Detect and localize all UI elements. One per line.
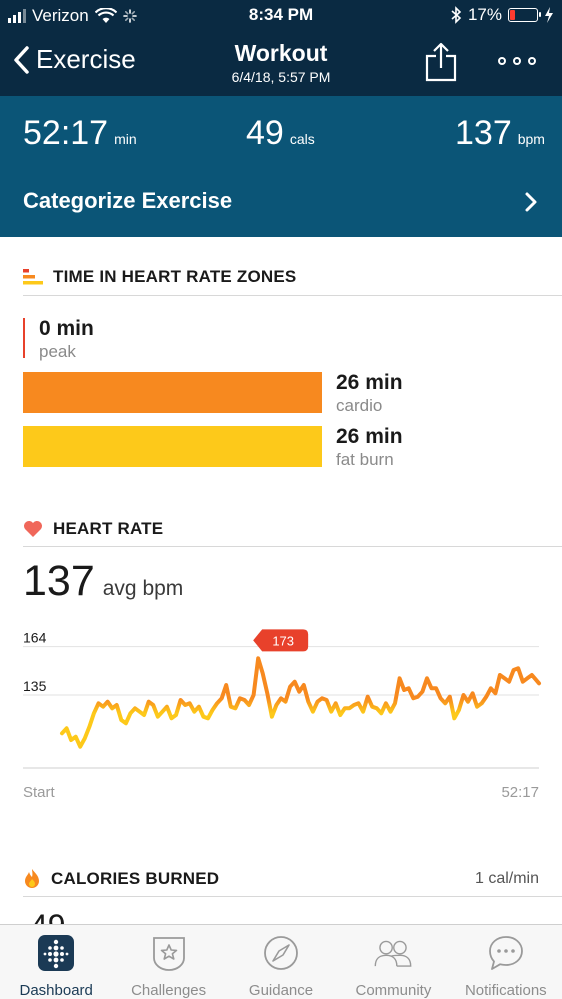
back-label: Exercise — [36, 44, 136, 74]
tab-community[interactable]: Community — [337, 925, 449, 999]
calories-unit: cals — [289, 131, 315, 147]
fat-burn-zone-value: 26 min — [336, 425, 403, 448]
heart-rate-series-line — [60, 656, 541, 749]
cardio-zone-label: 26 min cardio — [336, 371, 403, 416]
charging-bolt-icon — [545, 7, 553, 23]
duration-unit: min — [114, 131, 137, 147]
status-bar: Verizon 8:34 PM 17% — [0, 0, 562, 32]
tab-guidance[interactable]: Guidance — [225, 925, 337, 999]
zones-header: TIME IN HEART RATE ZONES — [23, 267, 296, 287]
carrier-label: Verizon — [32, 6, 89, 25]
tab-challenges-label: Challenges — [131, 982, 207, 999]
duration-stat: 52:17 min — [23, 114, 137, 153]
status-time: 8:34 PM — [248, 5, 314, 24]
calories-total-value: 49 — [30, 908, 66, 924]
battery-percent: 17% — [467, 5, 502, 24]
fat-burn-zone-name: fat burn — [336, 450, 394, 469]
heart-icon — [24, 521, 42, 537]
compass-icon — [264, 936, 298, 970]
chevron-right-icon[interactable] — [520, 189, 542, 215]
page-title: Workout — [234, 40, 328, 66]
share-icon[interactable] — [424, 42, 458, 82]
heart-rate-header: HEART RATE — [23, 519, 163, 539]
workout-summary: 52:17 min 49 cals 137 bpm Categorize Exe… — [0, 96, 562, 237]
avg-heart-rate-unit: avg bpm — [102, 577, 184, 600]
back-button[interactable]: Exercise — [12, 44, 136, 75]
tab-challenges[interactable]: Challenges — [112, 925, 224, 999]
top-bar: Verizon 8:34 PM 17% — [0, 0, 562, 96]
activity-spinner-icon — [122, 9, 137, 23]
tab-community-label: Community — [355, 982, 432, 999]
signal-icon — [8, 9, 26, 23]
avg-heart-rate: 137 avg bpm — [23, 557, 183, 606]
page-subtitle: 6/4/18, 5:57 PM — [231, 69, 331, 85]
chart-y-tick-label: 135 — [23, 678, 47, 694]
tab-notifications-label: Notifications — [464, 982, 547, 999]
divider — [23, 295, 562, 296]
divider — [23, 546, 562, 547]
tab-dashboard-label: Dashboard — [19, 982, 93, 999]
tab-dashboard[interactable]: Dashboard — [0, 925, 112, 999]
heart-rate-value: 137 — [455, 114, 512, 152]
cardio-zone-value: 26 min — [336, 371, 403, 394]
calories-stat: 49 cals — [246, 114, 315, 153]
chevron-left-icon — [14, 45, 29, 74]
peak-zone-value: 0 min — [39, 317, 94, 340]
flame-icon — [25, 869, 39, 888]
duration-value: 52:17 — [23, 114, 109, 152]
peak-heart-rate-marker — [253, 629, 309, 652]
tab-guidance-label: Guidance — [248, 982, 314, 999]
fat-burn-zone-label: 26 min fat burn — [336, 425, 403, 470]
categorize-exercise-button[interactable]: Categorize Exercise — [23, 188, 233, 213]
chart-end-label: 52:17 — [501, 784, 539, 801]
peak-zone-name: peak — [39, 342, 76, 361]
calories-value: 49 — [246, 114, 284, 152]
calories-header: CALORIES BURNED — [23, 868, 219, 890]
battery-icon — [508, 8, 541, 22]
avg-heart-rate-value: 137 — [23, 557, 95, 605]
wifi-icon — [94, 8, 117, 23]
challenges-icon — [152, 937, 185, 971]
tab-notifications[interactable]: Notifications — [450, 925, 562, 999]
dashboard-icon — [38, 935, 75, 971]
zones-icon — [23, 269, 43, 285]
peak-heart-rate-label: 173 — [272, 633, 294, 648]
bluetooth-icon — [451, 6, 462, 24]
calories-title: CALORIES BURNED — [51, 869, 220, 888]
community-icon — [375, 940, 412, 967]
calorie-rate: 1 cal/min — [474, 870, 539, 887]
heart-rate-unit: bpm — [517, 131, 545, 147]
peak-zone-label: 0 min peak — [39, 317, 94, 362]
peak-zone-marker — [23, 318, 25, 358]
divider — [23, 896, 562, 897]
tab-bar: Dashboard Challenges Guidance — [0, 924, 562, 999]
chart-y-tick-label: 164 — [23, 630, 47, 646]
zones-title: TIME IN HEART RATE ZONES — [53, 267, 297, 286]
nav-title: Workout 6/4/18, 5:57 PM — [0, 40, 562, 85]
fat-burn-zone-bar — [23, 426, 322, 467]
more-options-button[interactable] — [498, 57, 536, 65]
cardio-zone-bar — [23, 372, 322, 413]
cardio-zone-name: cardio — [336, 396, 383, 415]
chart-start-label: Start — [23, 784, 55, 801]
heart-rate-stat: 137 bpm — [455, 114, 545, 153]
heart-rate-title: HEART RATE — [53, 519, 164, 538]
heart-rate-chart: 135 164 173 — [23, 629, 541, 769]
notifications-icon — [488, 936, 523, 970]
